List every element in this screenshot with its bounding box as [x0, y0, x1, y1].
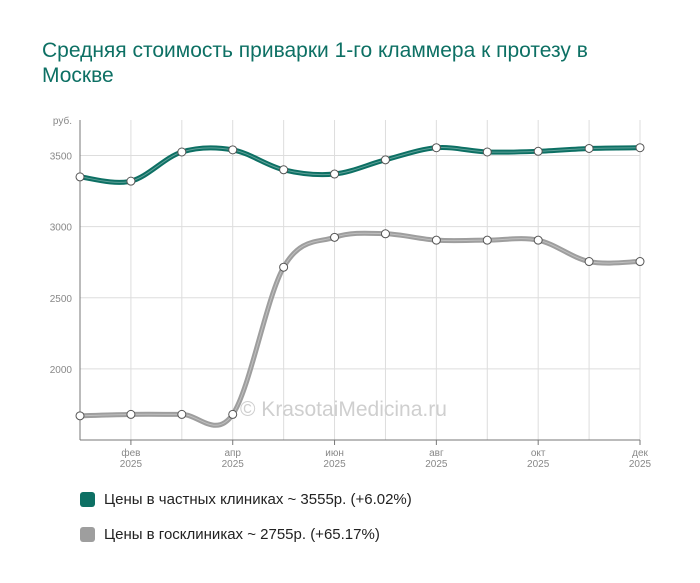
data-points	[75, 143, 645, 421]
data-point[interactable]	[126, 176, 136, 186]
data-point[interactable]	[584, 143, 594, 153]
x-tick-month-label: июн	[325, 448, 344, 459]
data-point[interactable]	[126, 409, 136, 419]
data-point[interactable]	[228, 409, 238, 419]
y-tick-label: 3500	[50, 152, 73, 163]
data-point[interactable]	[380, 229, 390, 239]
data-point[interactable]	[279, 165, 289, 175]
data-point[interactable]	[431, 235, 441, 245]
axes: 2000250030003500руб.фев2025апр2025июн202…	[50, 115, 652, 470]
legend-label-private: Цены в частных клиниках ~ 3555р. (+6.02%…	[104, 490, 412, 508]
y-unit-label: руб.	[53, 115, 72, 127]
data-point[interactable]	[177, 409, 187, 419]
data-point[interactable]	[330, 169, 340, 179]
data-point[interactable]	[431, 143, 441, 153]
data-point[interactable]	[330, 232, 340, 242]
series-line-0	[77, 145, 643, 185]
x-tick-month-label: дек	[632, 448, 648, 459]
data-point[interactable]	[482, 235, 492, 245]
data-point[interactable]	[482, 147, 492, 157]
x-tick-year-label: 2025	[425, 459, 448, 470]
legend-item-private[interactable]: Цены в частных клиниках ~ 3555р. (+6.02%…	[80, 489, 412, 509]
legend-swatch-private	[80, 491, 95, 507]
series-lines	[77, 145, 643, 428]
x-tick-year-label: 2025	[323, 459, 346, 470]
data-point[interactable]	[533, 146, 543, 156]
data-point[interactable]	[228, 145, 238, 155]
watermark-text: © KrasotaiMedicina.ru	[240, 398, 447, 421]
y-tick-label: 2000	[50, 365, 73, 376]
data-point[interactable]	[635, 257, 645, 267]
legend-item-public[interactable]: Цены в госклиниках ~ 2755р. (+65.17%)	[80, 524, 380, 544]
x-tick-month-label: фев	[121, 447, 140, 459]
chart-title: Средняя стоимость приварки 1-го кламмера…	[42, 39, 588, 87]
x-tick-month-label: авг	[429, 448, 444, 459]
data-point[interactable]	[533, 235, 543, 245]
data-point[interactable]	[75, 172, 85, 182]
series-line-highlight-1	[79, 232, 641, 426]
y-tick-label: 3000	[50, 223, 73, 234]
x-tick-year-label: 2025	[120, 459, 143, 470]
x-tick-year-label: 2025	[222, 459, 245, 470]
x-tick-year-label: 2025	[629, 459, 652, 470]
x-tick-month-label: окт	[531, 448, 546, 459]
series-line-1	[77, 230, 643, 428]
legend-swatch-public	[80, 526, 95, 542]
y-tick-label: 2500	[50, 294, 73, 305]
grid	[79, 120, 641, 440]
data-point[interactable]	[75, 411, 85, 421]
data-point[interactable]	[380, 155, 390, 165]
data-point[interactable]	[177, 147, 187, 157]
data-point[interactable]	[584, 257, 594, 267]
x-tick-month-label: апр	[224, 448, 241, 459]
data-point[interactable]	[279, 262, 289, 272]
legend-label-public: Цены в госклиниках ~ 2755р. (+65.17%)	[104, 525, 380, 543]
data-point[interactable]	[635, 143, 645, 153]
x-tick-year-label: 2025	[527, 459, 550, 470]
